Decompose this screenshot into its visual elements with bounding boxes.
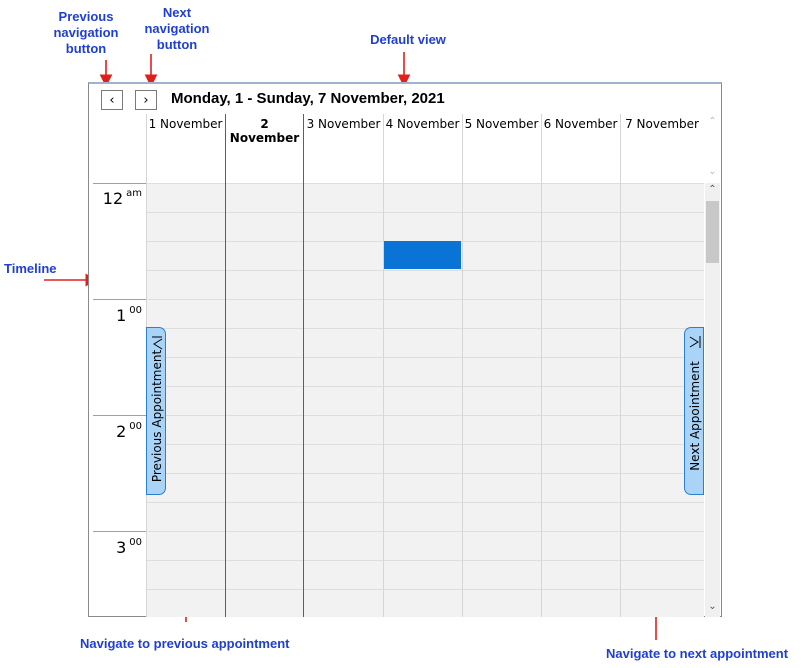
scrollbar-thumb[interactable]: [706, 201, 719, 263]
hour-suffix: 00: [129, 305, 142, 316]
hour-number: 1: [116, 306, 127, 325]
day-header[interactable]: 1 November: [148, 117, 223, 131]
hour-tick: [93, 183, 146, 184]
today-border-left: [225, 114, 226, 617]
hour-tick: [93, 415, 146, 416]
chevron-right-icon: ›: [143, 92, 149, 108]
previous-appointment-button[interactable]: Previous Appointment: [146, 327, 166, 495]
hour-number: 3: [116, 538, 127, 557]
hour-number: 2: [116, 422, 127, 441]
all-day-scrollbar[interactable]: ⌃ ⌄: [705, 114, 720, 182]
vertical-scrollbar[interactable]: ⌃ ⌄: [705, 183, 720, 617]
hour-label-3: 3 00: [116, 537, 142, 557]
hour-suffix: 00: [129, 421, 142, 432]
day-column-2[interactable]: 2 November: [225, 114, 304, 617]
column-divider: [383, 114, 384, 617]
column-divider: [541, 114, 542, 617]
previous-navigation-button[interactable]: ‹: [101, 90, 123, 110]
column-divider: [462, 114, 463, 617]
next-navigation-button-annotation: Next navigation button: [136, 5, 218, 53]
day-header[interactable]: 5 November: [464, 117, 539, 131]
navigate-previous-annotation: Navigate to previous appointment: [80, 636, 310, 652]
timeline: 12 am 1 00 2 00 3 00: [89, 114, 146, 617]
hour-suffix: 00: [129, 537, 142, 548]
day-header[interactable]: 4 November: [385, 117, 460, 131]
annotation-text: Default view: [370, 32, 446, 47]
next-appointment-label: Next Appointment: [688, 361, 702, 471]
column-divider: [620, 114, 621, 617]
scroll-down-icon[interactable]: ⌄: [708, 166, 717, 177]
day-header[interactable]: 7 November: [625, 117, 699, 131]
previous-appointment-icon: [152, 336, 163, 350]
day-header[interactable]: 3 November: [306, 117, 381, 131]
annotation-text: Previous navigation button: [53, 9, 119, 56]
annotation-text: Navigate to next appointment: [606, 646, 789, 661]
annotation-text: Next navigation button: [144, 5, 210, 52]
day-column-6[interactable]: 6 November: [541, 114, 620, 617]
hour-label-2: 2 00: [116, 421, 142, 441]
today-border-right: [303, 114, 304, 617]
scroll-up-icon[interactable]: ⌃: [708, 116, 717, 127]
hour-tick: [93, 299, 146, 300]
day-column-3[interactable]: 3 November: [304, 114, 383, 617]
hour-number: 12: [102, 189, 124, 208]
appointment[interactable]: [384, 241, 461, 269]
day-column-5[interactable]: 5 November: [462, 114, 541, 617]
scheduler: ‹ › Monday, 1 - Sunday, 7 November, 2021…: [88, 82, 722, 617]
previous-navigation-button-annotation: Previous navigation button: [48, 9, 124, 57]
scroll-up-icon[interactable]: ⌃: [708, 184, 717, 195]
hour-label-12am: 12 am: [102, 188, 142, 208]
next-appointment-icon: [689, 336, 701, 348]
previous-appointment-label: Previous Appointment: [150, 349, 164, 483]
hour-label-1: 1 00: [116, 305, 142, 325]
navigate-next-annotation: Navigate to next appointment: [606, 646, 806, 662]
default-view-annotation: Default view: [358, 32, 458, 48]
timeline-annotation: Timeline: [4, 261, 74, 277]
date-range-title: Monday, 1 - Sunday, 7 November, 2021: [171, 90, 445, 107]
day-column-1[interactable]: 1 November: [146, 114, 225, 617]
day-column-7[interactable]: 7 November: [620, 114, 704, 617]
all-day-area[interactable]: [146, 114, 704, 183]
annotation-text: Timeline: [4, 261, 57, 276]
next-navigation-button[interactable]: ›: [135, 90, 157, 110]
scroll-down-icon[interactable]: ⌄: [708, 601, 717, 612]
hour-suffix: am: [126, 188, 142, 199]
hour-tick: [93, 531, 146, 532]
day-header-today[interactable]: 2 November: [229, 117, 300, 145]
day-column-4[interactable]: 4 November: [383, 114, 462, 617]
annotation-text: Navigate to previous appointment: [80, 636, 290, 651]
chevron-left-icon: ‹: [109, 92, 115, 108]
next-appointment-button[interactable]: Next Appointment: [684, 327, 704, 495]
day-header[interactable]: 6 November: [543, 117, 618, 131]
